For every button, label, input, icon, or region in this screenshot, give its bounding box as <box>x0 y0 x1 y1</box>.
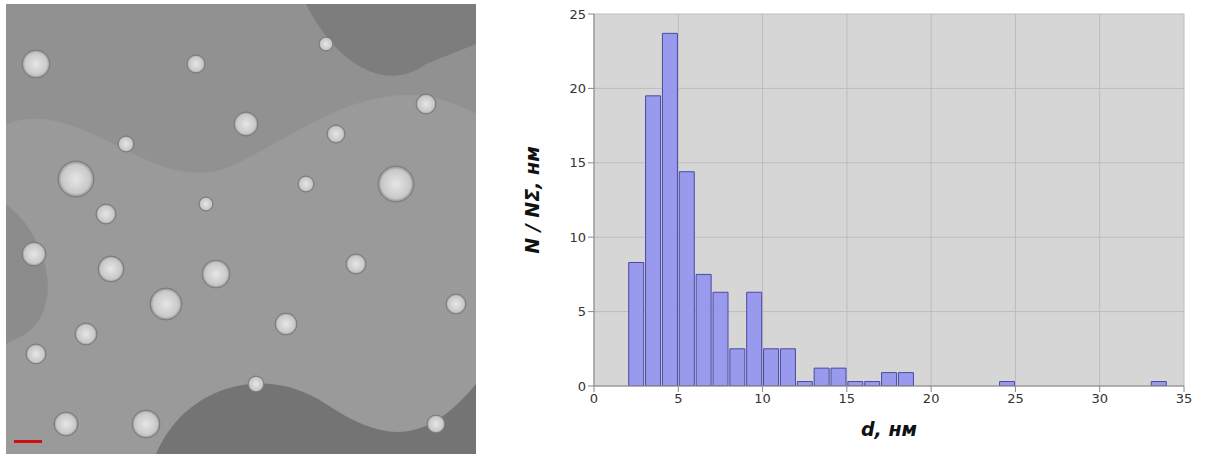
svg-text:20: 20 <box>569 81 586 96</box>
svg-text:20: 20 <box>923 391 940 406</box>
svg-text:0: 0 <box>578 379 586 394</box>
svg-text:30: 30 <box>1091 391 1108 406</box>
svg-text:d, нм: d, нм <box>861 418 917 440</box>
svg-text:5: 5 <box>674 391 682 406</box>
svg-text:15: 15 <box>839 391 856 406</box>
svg-text:25: 25 <box>1007 391 1024 406</box>
svg-text:0: 0 <box>590 391 598 406</box>
svg-text:15: 15 <box>569 155 586 170</box>
svg-text:N / NΣ, нм: N / NΣ, нм <box>521 146 543 253</box>
svg-text:5: 5 <box>578 304 586 319</box>
svg-text:25: 25 <box>569 7 586 22</box>
svg-text:10: 10 <box>569 230 586 245</box>
svg-text:35: 35 <box>1176 391 1193 406</box>
svg-text:10: 10 <box>754 391 771 406</box>
